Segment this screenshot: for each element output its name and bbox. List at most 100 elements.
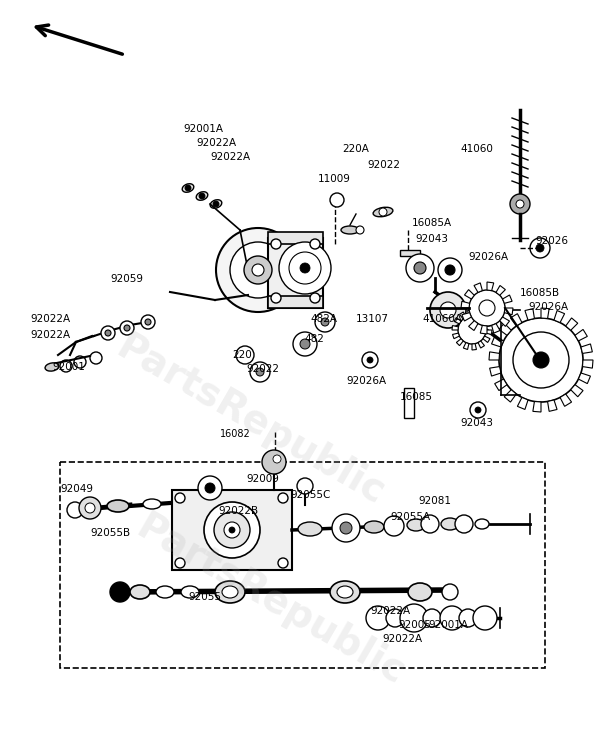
Circle shape — [224, 522, 240, 538]
Circle shape — [175, 493, 185, 503]
Polygon shape — [483, 336, 490, 342]
Polygon shape — [554, 311, 565, 322]
Polygon shape — [489, 352, 500, 360]
Circle shape — [214, 512, 250, 548]
Ellipse shape — [341, 226, 359, 234]
Text: 92022A: 92022A — [382, 634, 422, 644]
Circle shape — [273, 455, 281, 463]
Circle shape — [379, 208, 387, 216]
Circle shape — [440, 606, 464, 630]
Ellipse shape — [364, 521, 384, 533]
Ellipse shape — [182, 183, 194, 192]
Circle shape — [252, 264, 264, 276]
Circle shape — [198, 476, 222, 500]
Circle shape — [101, 326, 115, 340]
Polygon shape — [503, 295, 512, 303]
Ellipse shape — [222, 586, 238, 598]
Polygon shape — [500, 317, 509, 326]
Circle shape — [300, 339, 310, 349]
Polygon shape — [490, 366, 501, 376]
Polygon shape — [463, 343, 469, 349]
Ellipse shape — [330, 581, 360, 603]
Circle shape — [455, 515, 473, 533]
Polygon shape — [454, 317, 461, 324]
Circle shape — [199, 193, 205, 199]
Circle shape — [67, 502, 83, 518]
Text: 482A: 482A — [310, 314, 337, 324]
Circle shape — [516, 200, 524, 208]
Circle shape — [262, 450, 286, 474]
Text: 16085: 16085 — [400, 392, 433, 402]
Text: 41060: 41060 — [460, 144, 493, 154]
Circle shape — [74, 356, 86, 368]
Circle shape — [204, 502, 260, 558]
Text: 92055: 92055 — [188, 592, 221, 602]
Circle shape — [315, 312, 335, 332]
Circle shape — [332, 514, 360, 542]
Ellipse shape — [156, 586, 174, 598]
Polygon shape — [494, 379, 507, 390]
Text: 16085A: 16085A — [412, 218, 452, 228]
Bar — [400, 250, 420, 256]
Circle shape — [229, 527, 235, 533]
Polygon shape — [478, 341, 484, 348]
Ellipse shape — [407, 519, 425, 531]
Text: 92005: 92005 — [398, 620, 431, 630]
Circle shape — [278, 558, 288, 568]
Circle shape — [536, 244, 544, 252]
Circle shape — [236, 346, 254, 364]
Circle shape — [340, 522, 352, 534]
Polygon shape — [475, 311, 481, 317]
Polygon shape — [575, 330, 587, 341]
Text: PartsRepublic: PartsRepublic — [129, 507, 411, 692]
Polygon shape — [485, 322, 491, 327]
Polygon shape — [496, 286, 505, 295]
Circle shape — [386, 609, 404, 627]
Ellipse shape — [181, 586, 199, 598]
Circle shape — [244, 256, 272, 284]
Ellipse shape — [45, 363, 59, 371]
Polygon shape — [548, 400, 557, 412]
Text: 92022: 92022 — [246, 364, 279, 374]
Circle shape — [205, 483, 215, 493]
Text: 220: 220 — [232, 350, 252, 360]
Circle shape — [85, 503, 95, 513]
Text: 92001A: 92001A — [428, 620, 468, 630]
Circle shape — [271, 293, 281, 303]
Ellipse shape — [215, 581, 245, 603]
Circle shape — [105, 330, 111, 336]
Polygon shape — [504, 390, 517, 402]
Circle shape — [458, 316, 486, 344]
Text: 220A: 220A — [342, 144, 369, 154]
Text: 13107: 13107 — [356, 314, 389, 324]
Circle shape — [310, 293, 320, 303]
Polygon shape — [461, 301, 470, 308]
Ellipse shape — [210, 200, 222, 208]
Text: 92043: 92043 — [460, 418, 493, 428]
Polygon shape — [505, 308, 513, 315]
Circle shape — [330, 193, 344, 207]
Circle shape — [367, 357, 373, 363]
Text: 92001A: 92001A — [183, 124, 223, 134]
Text: 92081: 92081 — [418, 496, 451, 506]
Text: 92055B: 92055B — [90, 528, 130, 538]
Circle shape — [440, 302, 456, 318]
Circle shape — [175, 558, 185, 568]
Text: 16085B: 16085B — [520, 288, 560, 298]
Text: 92022A: 92022A — [210, 152, 250, 162]
Polygon shape — [578, 373, 590, 384]
Text: 92022A: 92022A — [370, 606, 410, 616]
Polygon shape — [474, 283, 482, 292]
Polygon shape — [541, 308, 549, 319]
Circle shape — [145, 319, 151, 325]
Polygon shape — [583, 360, 593, 368]
Text: 92026A: 92026A — [468, 252, 508, 262]
Polygon shape — [464, 289, 474, 299]
Circle shape — [310, 239, 320, 249]
Text: 16082: 16082 — [220, 429, 251, 439]
Text: 92049: 92049 — [60, 484, 93, 494]
Bar — [60, 462, 545, 668]
Circle shape — [473, 606, 497, 630]
Text: 92026: 92026 — [535, 236, 568, 246]
Text: 92022: 92022 — [367, 160, 400, 170]
